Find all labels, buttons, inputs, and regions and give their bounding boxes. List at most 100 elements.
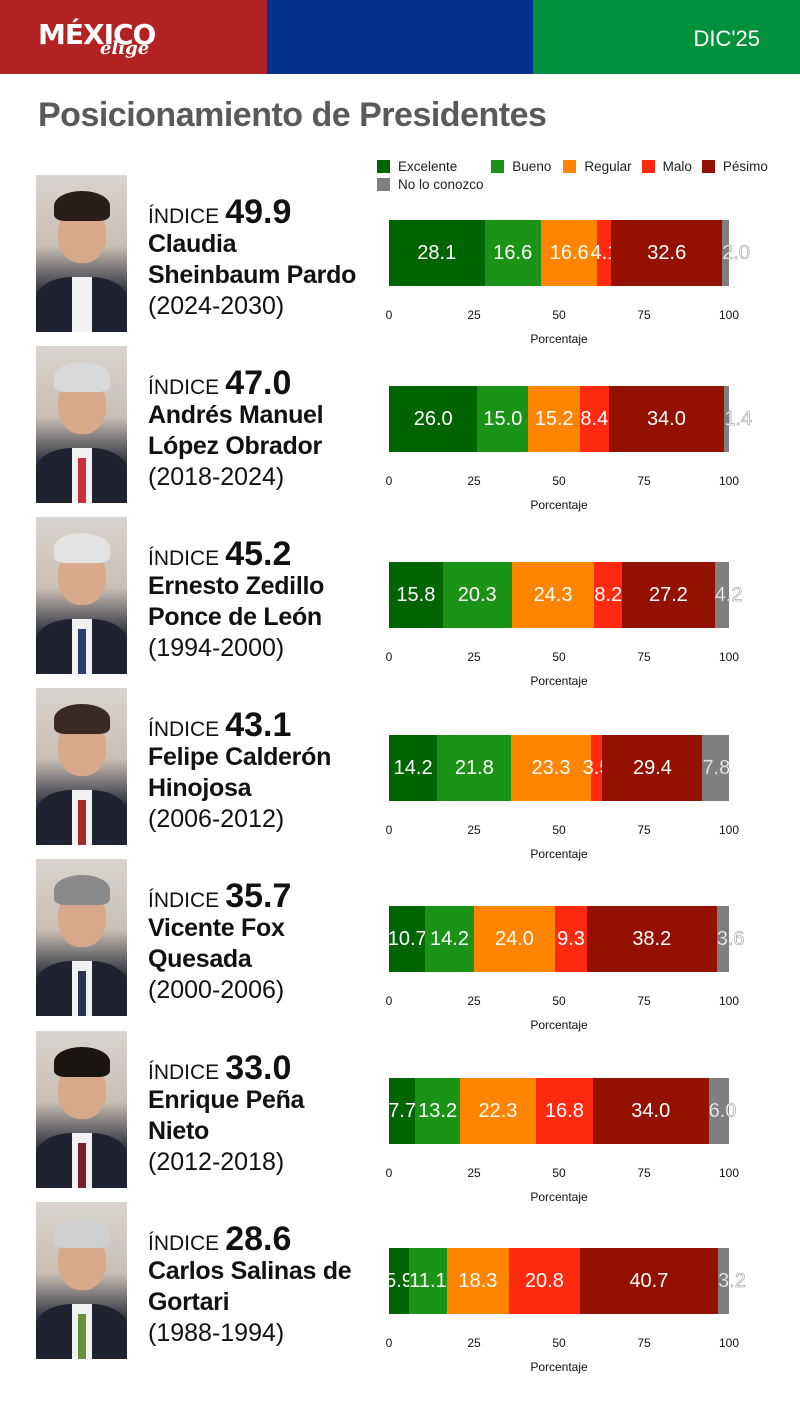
x-axis: 0 25 50 75 100	[385, 823, 739, 839]
president-row: ÍNDICE 47.0 Andrés Manuel López Obrador (201…	[0, 346, 800, 516]
segment-value-label: 14.2	[430, 927, 469, 950]
index-line: ÍNDICE 33.0	[148, 1049, 304, 1087]
bar-segment-malo: 16.8	[535, 1078, 593, 1144]
index-label: ÍNDICE	[148, 547, 220, 570]
x-axis-title: Porcentaje	[530, 847, 588, 861]
segment-value-label: 8.4	[580, 407, 609, 430]
segment-value-label: 29.4	[632, 756, 672, 779]
legend-label: No lo conozco	[398, 176, 484, 192]
x-axis: 0 25 50 75 100	[385, 650, 739, 666]
bar-segment-bueno: 21.8	[437, 735, 512, 801]
segment-value-label: 3.2	[718, 1269, 746, 1292]
bar-segment-bueno: 15.0	[477, 386, 529, 452]
x-axis-tick: 0	[385, 1336, 393, 1350]
x-axis-tick: 75	[637, 1166, 651, 1180]
president-row: ÍNDICE 33.0 Enrique Peña Nieto (2012-2018) 7.…	[0, 1031, 800, 1204]
bar-segment-regular: 23.3	[511, 735, 591, 801]
stacked-bar: 5.9 11.1 18.3 20.8 40.7 3.2	[385, 1248, 746, 1314]
legend-label: Regular	[584, 158, 632, 174]
index-line: ÍNDICE 49.9	[148, 193, 356, 231]
x-axis-tick: 0	[385, 308, 393, 322]
index-value: 35.7	[225, 877, 292, 915]
x-axis-tick: 75	[637, 650, 651, 664]
index-label: ÍNDICE	[148, 205, 220, 228]
bar-segment-excelente: 26.0	[389, 386, 478, 452]
segment-value-label: 32.6	[647, 241, 687, 264]
bar-segment-regular: 18.3	[446, 1248, 509, 1314]
stacked-bar: 15.8 20.3 24.3 8.2 27.2 4.2	[389, 562, 743, 628]
president-period: (2012-2018)	[148, 1148, 285, 1176]
index-line: ÍNDICE 45.2	[148, 535, 324, 573]
index-line: ÍNDICE 43.1	[148, 706, 331, 744]
segment-value-label: 18.3	[458, 1269, 498, 1292]
segment-value-label: 14.2	[393, 756, 433, 779]
president-photo	[36, 517, 127, 674]
index-label: ÍNDICE	[148, 376, 220, 399]
page-title: Posicionamiento de Presidentes	[38, 96, 547, 134]
president-info: ÍNDICE 28.6 Carlos Salinas de Gortari (1988-…	[148, 1220, 352, 1349]
x-axis-tick: 50	[552, 1166, 566, 1180]
segment-value-label: 24.3	[533, 583, 573, 606]
bar-segment-no-lo-conozco: 6.0	[708, 1078, 737, 1144]
president-photo	[36, 1031, 127, 1188]
bar-segment-pesimo: 27.2	[622, 562, 715, 628]
president-photo	[36, 346, 127, 503]
bar-segment-no-lo-conozco: 3.2	[718, 1248, 746, 1314]
president-period: (1994-2000)	[148, 634, 285, 662]
segment-value-label: 11.1	[409, 1269, 447, 1292]
president-name-line1: Felipe Calderón	[148, 743, 332, 771]
segment-value-label: 8.2	[594, 583, 623, 606]
legend-swatch	[641, 159, 655, 173]
bar-segment-bueno: 11.1	[409, 1248, 447, 1314]
bar-segment-pesimo: 34.0	[592, 1078, 709, 1144]
bar-segment-no-lo-conozco: 7.8	[702, 735, 731, 801]
chart-legend: Excelente Bueno Regular Malo Pésimo No l…	[377, 157, 777, 193]
legend-label: Malo	[662, 158, 692, 174]
photo-hair	[54, 191, 110, 221]
president-info: ÍNDICE 33.0 Enrique Peña Nieto (2012-2018)	[148, 1049, 304, 1178]
legend-label: Pésimo	[722, 158, 768, 174]
stacked-bar: 14.2 21.8 23.3 3.5 29.4 7.8	[389, 735, 731, 801]
president-info: ÍNDICE 43.1 Felipe Calderón Hinojosa (2006-2…	[148, 706, 331, 835]
bar-segment-excelente: 28.1	[389, 220, 485, 286]
segment-value-label: 16.6	[549, 241, 589, 264]
x-axis-title: Porcentaje	[530, 1360, 588, 1374]
index-label: ÍNDICE	[148, 718, 220, 741]
segment-value-label: 20.8	[524, 1269, 564, 1292]
x-axis-tick: 75	[637, 308, 651, 322]
segment-value-label: 34.0	[631, 1099, 671, 1122]
president-period: (2000-2006)	[148, 976, 285, 1004]
index-line: ÍNDICE 28.6	[148, 1220, 351, 1258]
x-axis-tick: 75	[637, 823, 651, 837]
segment-value-label: 26.0	[413, 407, 453, 430]
bar-segment-regular: 24.3	[511, 562, 595, 628]
logo-elige: elige	[100, 38, 150, 59]
bar-segment-pesimo: 32.6	[611, 220, 723, 286]
president-photo	[36, 859, 127, 1016]
index-value: 33.0	[225, 1049, 292, 1087]
legend-swatch	[491, 159, 505, 173]
x-axis-tick: 50	[552, 650, 566, 664]
header-blue-block	[267, 0, 533, 74]
index-value: 28.6	[225, 1220, 292, 1258]
x-axis: 0 25 50 75 100	[386, 1166, 739, 1182]
x-axis-tick: 50	[552, 823, 566, 837]
segment-value-label: 38.2	[632, 927, 672, 950]
x-axis-tick: 0	[385, 823, 393, 837]
photo-hair	[54, 1047, 110, 1077]
bar-segment-no-lo-conozco: 4.2	[714, 562, 743, 628]
president-name-line1: Andrés Manuel	[148, 401, 324, 429]
x-axis-tick: 0	[385, 650, 393, 664]
segment-value-label: 3.6	[716, 927, 745, 950]
president-photo	[36, 1202, 127, 1359]
bar-segment-pesimo: 38.2	[586, 906, 717, 972]
photo-hair	[54, 704, 110, 734]
president-name-line2: López Obrador	[148, 432, 322, 460]
president-name-line1: Vicente Fox	[148, 914, 285, 942]
legend-row-2: No lo conozco	[377, 175, 777, 193]
photo-hair	[54, 1218, 110, 1248]
president-row: ÍNDICE 49.9 Claudia Sheinbaum Pardo (2024-20…	[0, 175, 800, 346]
x-axis-tick: 100	[718, 823, 740, 837]
segment-value-label: 4.2	[714, 583, 743, 606]
legend-item-malo: Malo	[641, 158, 692, 174]
